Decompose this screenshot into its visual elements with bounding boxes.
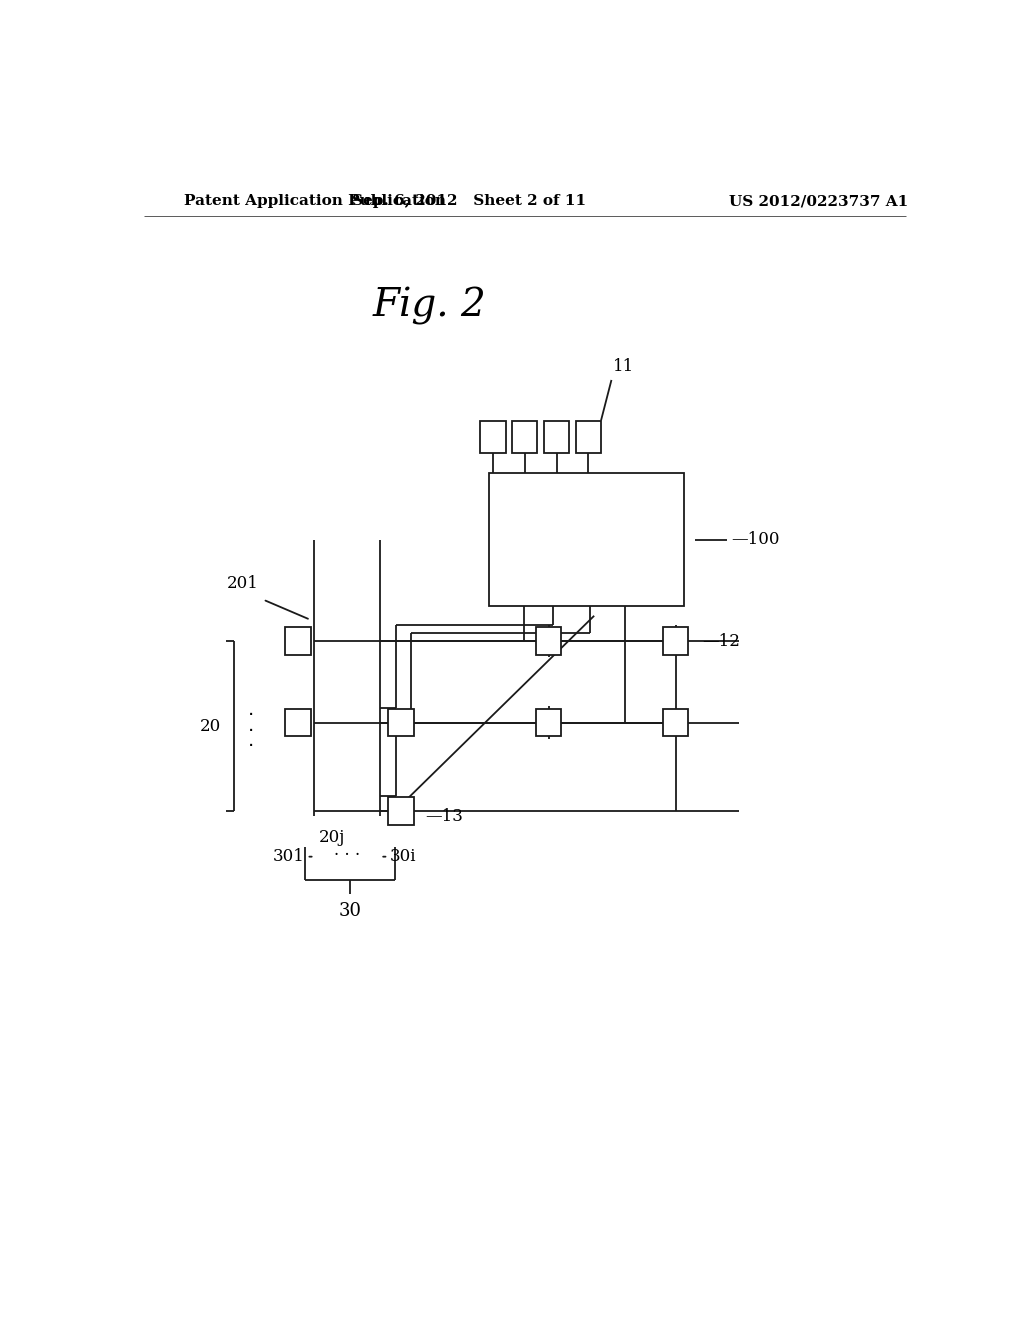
Bar [663,709,688,737]
Text: 20j: 20j [318,829,345,846]
Text: 11: 11 [613,358,634,375]
Text: ·: · [248,737,254,756]
Bar [536,627,561,655]
Text: ·: · [248,706,254,726]
Bar [536,709,561,737]
Text: US 2012/0223737 A1: US 2012/0223737 A1 [729,194,908,209]
Text: Sep. 6, 2012   Sheet 2 of 11: Sep. 6, 2012 Sheet 2 of 11 [352,194,587,209]
Text: 201: 201 [227,576,259,593]
Bar [575,421,601,453]
Text: ·: · [248,722,254,741]
Text: 30: 30 [338,903,361,920]
Bar [663,627,688,655]
Text: —13: —13 [426,808,464,825]
Bar [388,709,414,737]
Bar [489,474,684,606]
Text: 30i: 30i [390,849,417,865]
Bar [388,797,414,825]
Text: Patent Application Publication: Patent Application Publication [183,194,445,209]
Bar [285,709,310,737]
Text: —100: —100 [731,531,779,548]
Bar [512,421,538,453]
Text: 301: 301 [273,849,305,865]
Text: Fig. 2: Fig. 2 [373,286,486,325]
Bar [480,421,506,453]
Bar [544,421,569,453]
Text: · · ·: · · · [334,847,360,865]
Bar [285,627,310,655]
Text: —12: —12 [702,632,740,649]
Text: 20: 20 [200,718,221,734]
